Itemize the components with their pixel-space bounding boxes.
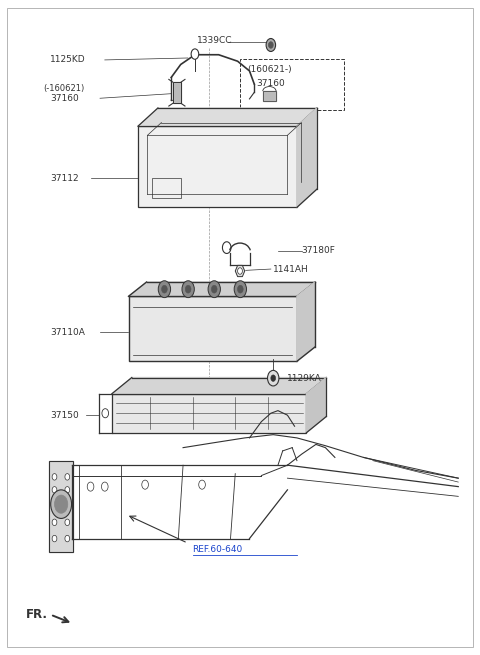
Text: (-160621): (-160621) — [43, 84, 84, 93]
Bar — [240, 60, 344, 110]
Text: REF.60-640: REF.60-640 — [192, 545, 243, 554]
Bar — [112, 394, 306, 433]
Circle shape — [52, 487, 57, 493]
Text: 37160: 37160 — [50, 94, 79, 103]
Polygon shape — [263, 91, 276, 102]
Polygon shape — [129, 296, 297, 362]
Bar — [263, 91, 276, 102]
Circle shape — [238, 286, 243, 293]
Text: (160621-): (160621-) — [247, 65, 292, 74]
Polygon shape — [138, 126, 297, 208]
Polygon shape — [112, 394, 306, 433]
Circle shape — [65, 474, 70, 480]
Text: 37180F: 37180F — [301, 246, 336, 255]
Circle shape — [234, 281, 247, 297]
Polygon shape — [297, 108, 317, 208]
Circle shape — [267, 370, 279, 386]
Polygon shape — [112, 377, 326, 394]
Circle shape — [162, 286, 167, 293]
Text: 1141AH: 1141AH — [273, 265, 309, 274]
Polygon shape — [49, 460, 73, 552]
Text: 37150: 37150 — [50, 411, 79, 420]
Circle shape — [52, 535, 57, 542]
Text: 1339CC: 1339CC — [197, 36, 233, 45]
Circle shape — [208, 281, 220, 297]
Bar — [49, 460, 73, 552]
Circle shape — [199, 480, 205, 489]
Circle shape — [65, 487, 70, 493]
Circle shape — [191, 49, 199, 60]
Circle shape — [271, 375, 276, 381]
Circle shape — [185, 286, 191, 293]
Text: 37110A: 37110A — [50, 328, 85, 337]
Circle shape — [268, 42, 273, 48]
Text: 37112: 37112 — [50, 174, 79, 183]
Polygon shape — [138, 108, 317, 126]
Text: 1129KA: 1129KA — [288, 373, 322, 383]
Circle shape — [182, 281, 194, 297]
Polygon shape — [129, 282, 315, 296]
Circle shape — [102, 409, 108, 418]
Text: 1125KD: 1125KD — [50, 56, 86, 64]
Polygon shape — [297, 282, 315, 362]
Bar — [129, 296, 297, 362]
Polygon shape — [306, 377, 326, 433]
Circle shape — [158, 281, 170, 297]
Circle shape — [101, 482, 108, 491]
Polygon shape — [173, 82, 181, 103]
Circle shape — [65, 519, 70, 525]
Circle shape — [238, 268, 242, 274]
Circle shape — [87, 482, 94, 491]
Circle shape — [65, 535, 70, 542]
Text: FR.: FR. — [25, 608, 48, 621]
Bar — [173, 82, 181, 103]
Circle shape — [51, 490, 72, 519]
Bar — [138, 126, 297, 208]
Circle shape — [65, 503, 70, 510]
Circle shape — [211, 286, 217, 293]
Circle shape — [55, 495, 68, 514]
Bar — [152, 178, 180, 198]
Circle shape — [266, 39, 276, 52]
Text: 37160: 37160 — [257, 79, 285, 88]
Circle shape — [52, 519, 57, 525]
Circle shape — [142, 480, 148, 489]
Circle shape — [52, 503, 57, 510]
Circle shape — [52, 474, 57, 480]
